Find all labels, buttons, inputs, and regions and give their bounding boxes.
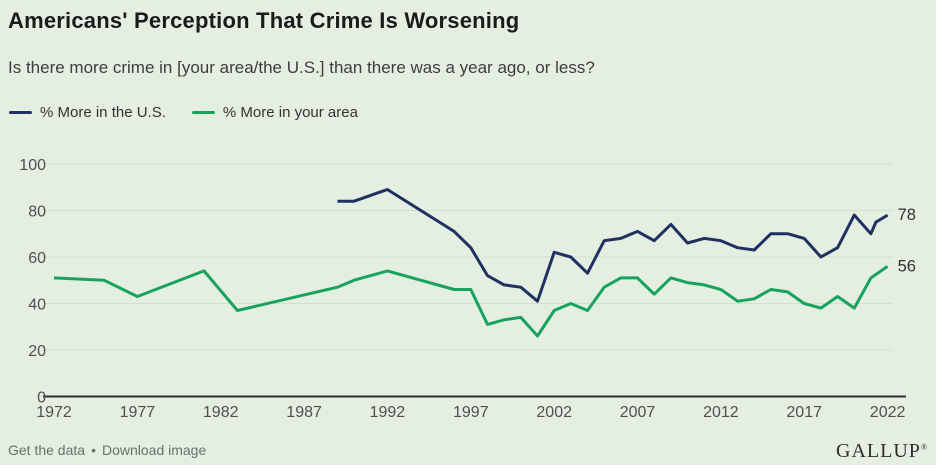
svg-text:20: 20: [28, 343, 46, 360]
bottom-edge-strip: [0, 465, 936, 469]
legend-item-more-in-area: % More in your area: [191, 104, 358, 121]
download-image-link[interactable]: Download image: [101, 442, 207, 458]
svg-text:2012: 2012: [703, 404, 739, 421]
svg-text:1987: 1987: [286, 404, 322, 421]
chart-legend: % More in the U.S. % More in your area: [9, 104, 358, 121]
svg-text:2002: 2002: [536, 404, 572, 421]
svg-text:80: 80: [28, 204, 46, 221]
svg-text:1977: 1977: [120, 404, 156, 421]
footer-links: Get the data • Download image: [8, 442, 206, 458]
get-the-data-link[interactable]: Get the data: [8, 442, 86, 458]
gallup-logo: GALLUP®: [836, 440, 928, 462]
survey-question-subtitle: Is there more crime in [your area/the U.…: [8, 58, 595, 77]
svg-text:0: 0: [37, 390, 46, 407]
svg-text:2017: 2017: [786, 404, 822, 421]
svg-text:56: 56: [898, 257, 916, 275]
svg-text:60: 60: [28, 250, 46, 267]
registered-mark: ®: [920, 442, 928, 452]
svg-text:1992: 1992: [370, 404, 406, 421]
svg-text:2007: 2007: [620, 404, 656, 421]
svg-text:78: 78: [898, 206, 916, 224]
svg-text:2022: 2022: [870, 404, 906, 421]
area-line-swatch-icon: [191, 111, 215, 114]
legend-item-more-in-us: % More in the U.S.: [9, 104, 166, 121]
page-title: Americans' Perception That Crime Is Wors…: [8, 8, 520, 33]
svg-text:1982: 1982: [203, 404, 239, 421]
svg-text:100: 100: [19, 157, 46, 174]
svg-text:1997: 1997: [453, 404, 489, 421]
svg-text:40: 40: [28, 297, 46, 314]
legend-label-more-in-us: % More in the U.S.: [40, 104, 166, 121]
footer-separator: •: [91, 442, 96, 458]
us-line-swatch-icon: [9, 111, 32, 114]
svg-text:1972: 1972: [36, 404, 72, 421]
legend-label-more-in-area: % More in your area: [222, 104, 358, 121]
